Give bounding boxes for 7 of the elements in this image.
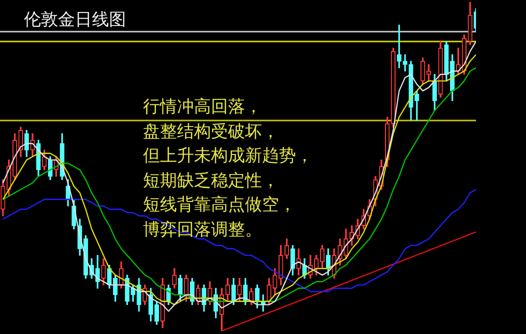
annotation: 短线背靠高点做空， (143, 194, 297, 217)
text: 伦敦金日线图 (24, 9, 126, 31)
annotation: 短期缺乏稳定性， (143, 170, 280, 192)
candlestick (402, 54, 408, 72)
annotation: 盘整结构受破坏， (143, 120, 280, 144)
annotation: 行情冲高回落， (143, 96, 263, 119)
annotation: 但上升未构成新趋势， (143, 145, 313, 168)
